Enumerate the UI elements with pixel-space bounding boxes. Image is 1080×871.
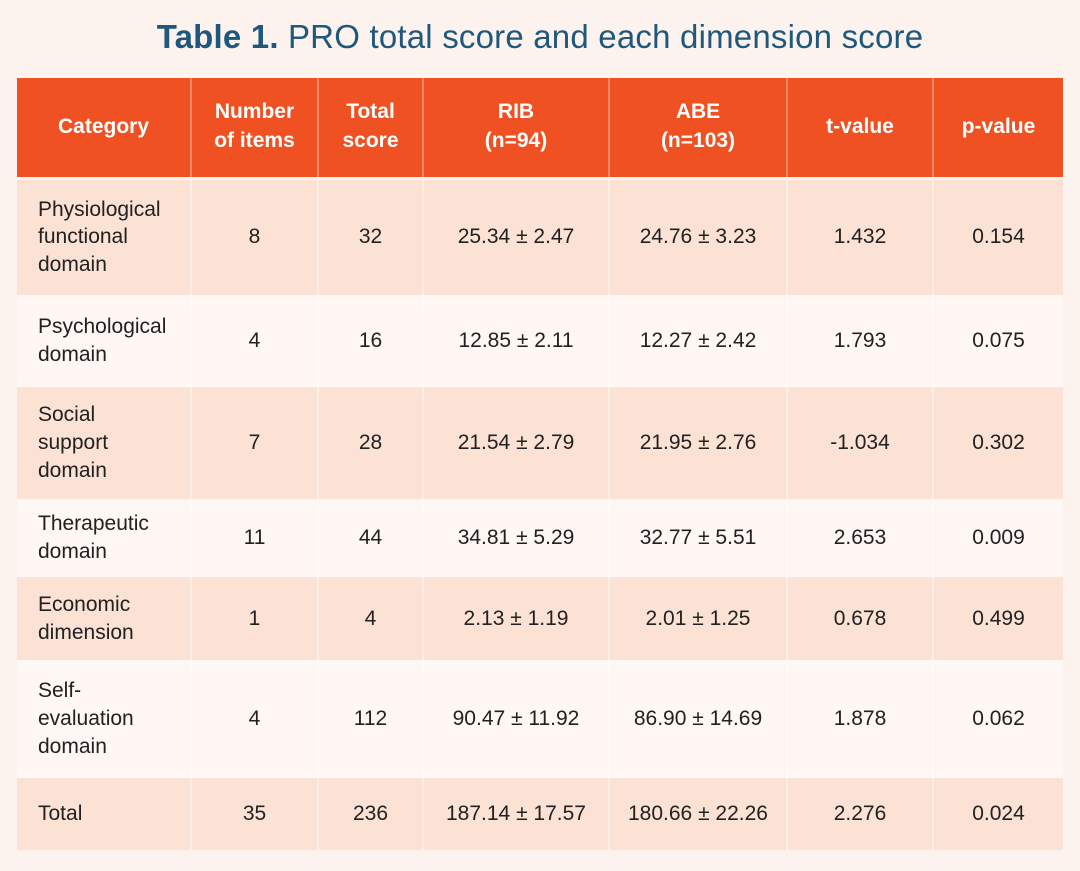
cell-p-value: 0.009 <box>932 499 1063 577</box>
cell-p-value: 0.499 <box>932 577 1063 660</box>
table-title-number: Table 1. <box>156 18 279 55</box>
cell-number-of-items: 11 <box>190 499 318 577</box>
cell-category: Psychological domain <box>17 295 191 387</box>
cell-number-of-items: 35 <box>190 778 318 850</box>
table-header-row: Category Number of items Total score RIB… <box>17 78 1063 180</box>
cell-total-score: 28 <box>317 387 423 499</box>
cell-category: Therapeutic domain <box>17 499 191 577</box>
cell-rib-score: 12.85 ± 2.11 <box>422 295 609 387</box>
cell-p-value: 0.154 <box>932 178 1063 295</box>
cell-abe-score: 21.95 ± 2.76 <box>608 387 787 499</box>
cell-category: Self- evaluation domain <box>17 660 191 778</box>
cell-t-value: 1.878 <box>786 660 933 778</box>
cell-number-of-items: 8 <box>190 178 318 295</box>
table-row-social-support: Social support domain 7 28 21.54 ± 2.79 … <box>17 387 1063 499</box>
cell-t-value: 1.432 <box>786 178 933 295</box>
cell-abe-score: 2.01 ± 1.25 <box>608 577 787 660</box>
cell-total-score: 16 <box>317 295 423 387</box>
cell-total-score: 32 <box>317 178 423 295</box>
cell-category: Total <box>17 778 191 850</box>
col-header-abe: ABE (n=103) <box>608 78 787 180</box>
cell-t-value: -1.034 <box>786 387 933 499</box>
cell-abe-score: 24.76 ± 3.23 <box>608 178 787 295</box>
cell-rib-score: 25.34 ± 2.47 <box>422 178 609 295</box>
cell-abe-score: 180.66 ± 22.26 <box>608 778 787 850</box>
cell-t-value: 1.793 <box>786 295 933 387</box>
table-title: Table 1. PRO total score and each dimensi… <box>0 0 1080 56</box>
cell-rib-score: 21.54 ± 2.79 <box>422 387 609 499</box>
cell-total-score: 44 <box>317 499 423 577</box>
cell-rib-score: 90.47 ± 11.92 <box>422 660 609 778</box>
table-row-total: Total 35 236 187.14 ± 17.57 180.66 ± 22.… <box>17 778 1063 850</box>
cell-t-value: 2.653 <box>786 499 933 577</box>
cell-number-of-items: 1 <box>190 577 318 660</box>
table-title-text: PRO total score and each dimension score <box>287 18 924 55</box>
cell-total-score: 236 <box>317 778 423 850</box>
cell-t-value: 2.276 <box>786 778 933 850</box>
cell-p-value: 0.075 <box>932 295 1063 387</box>
table-row-physiological: Physiological functional domain 8 32 25.… <box>17 178 1063 295</box>
cell-abe-score: 86.90 ± 14.69 <box>608 660 787 778</box>
cell-number-of-items: 4 <box>190 660 318 778</box>
col-header-total-score: Total score <box>317 78 423 180</box>
col-header-t-value: t-value <box>786 78 933 180</box>
cell-number-of-items: 7 <box>190 387 318 499</box>
col-header-category: Category <box>17 78 191 180</box>
col-header-number-of-items: Number of items <box>190 78 318 180</box>
cell-category: Social support domain <box>17 387 191 499</box>
cell-rib-score: 2.13 ± 1.19 <box>422 577 609 660</box>
cell-p-value: 0.302 <box>932 387 1063 499</box>
cell-abe-score: 12.27 ± 2.42 <box>608 295 787 387</box>
cell-category: Economic dimension <box>17 577 191 660</box>
cell-total-score: 112 <box>317 660 423 778</box>
cell-abe-score: 32.77 ± 5.51 <box>608 499 787 577</box>
table-row-psychological: Psychological domain 4 16 12.85 ± 2.11 1… <box>17 295 1063 387</box>
cell-rib-score: 34.81 ± 5.29 <box>422 499 609 577</box>
table-row-economic: Economic dimension 1 4 2.13 ± 1.19 2.01 … <box>17 577 1063 660</box>
cell-t-value: 0.678 <box>786 577 933 660</box>
cell-rib-score: 187.14 ± 17.57 <box>422 778 609 850</box>
cell-number-of-items: 4 <box>190 295 318 387</box>
cell-p-value: 0.024 <box>932 778 1063 850</box>
cell-p-value: 0.062 <box>932 660 1063 778</box>
col-header-p-value: p-value <box>932 78 1063 180</box>
col-header-rib: RIB (n=94) <box>422 78 609 180</box>
pro-score-table: Category Number of items Total score RIB… <box>17 78 1063 850</box>
cell-category: Physiological functional domain <box>17 178 191 295</box>
table-row-therapeutic: Therapeutic domain 11 44 34.81 ± 5.29 32… <box>17 499 1063 577</box>
cell-total-score: 4 <box>317 577 423 660</box>
table-row-self-evaluation: Self- evaluation domain 4 112 90.47 ± 11… <box>17 660 1063 778</box>
